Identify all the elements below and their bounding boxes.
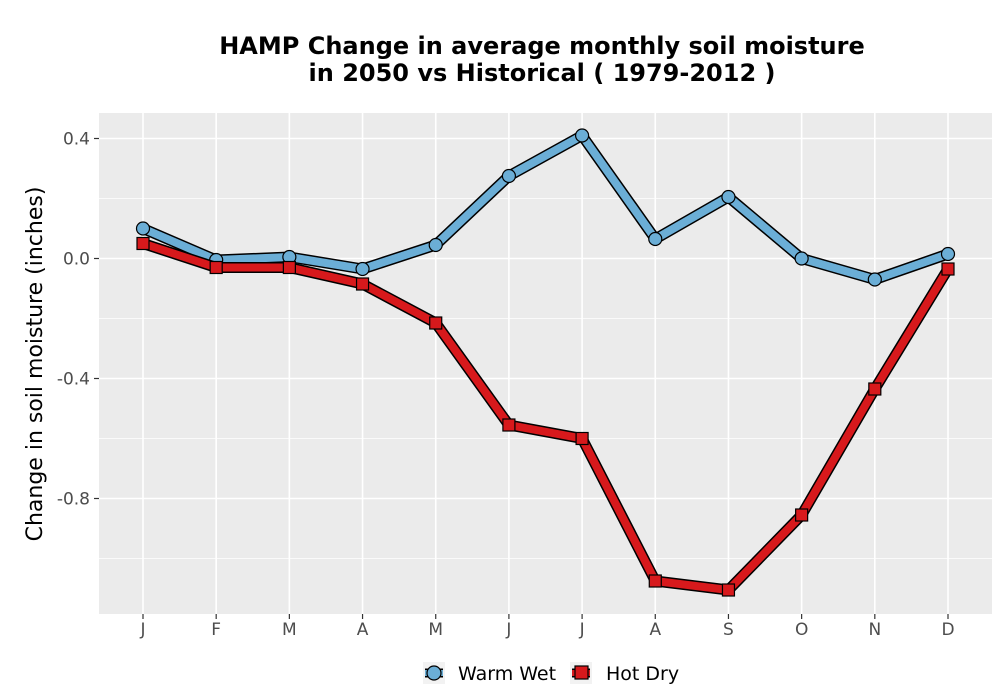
data-point-hot-dry	[795, 508, 809, 522]
x-tick-label: A	[357, 620, 369, 640]
data-point-warm-wet	[574, 128, 590, 143]
legend-marker-hot-dry	[574, 665, 589, 680]
data-point-hot-dry	[941, 262, 955, 276]
y-tick-label: 0.4	[63, 130, 90, 150]
legend-item-warm-wet: Warm Wet	[423, 662, 556, 685]
plot-panel	[99, 113, 992, 614]
data-point-warm-wet	[940, 246, 956, 262]
data-point-hot-dry	[209, 260, 223, 275]
series-layer	[135, 128, 956, 597]
y-axis: 0.4 0.0 -0.4 -0.8	[57, 130, 99, 510]
legend-label-hot-dry: Hot Dry	[606, 663, 679, 685]
data-point-hot-dry	[355, 277, 370, 291]
series-warm-wet	[135, 128, 956, 287]
x-tick-label: S	[723, 620, 734, 640]
x-tick-label: M	[282, 620, 297, 640]
data-point-warm-wet	[355, 261, 370, 277]
major-gridlines	[99, 113, 992, 614]
x-tick-label: J	[505, 620, 511, 640]
x-tick-label: J	[579, 620, 585, 640]
y-axis-title: Change in soil moisture (inches)	[23, 187, 48, 542]
y-tick-label: -0.8	[57, 490, 90, 510]
x-tick-label: N	[868, 620, 881, 640]
data-point-hot-dry	[868, 382, 882, 396]
data-point-hot-dry	[502, 418, 516, 432]
legend-item-hot-dry: Hot Dry	[570, 662, 679, 685]
data-point-hot-dry	[721, 583, 736, 597]
series-hot-dry	[136, 236, 955, 597]
legend-marker-warm-wet	[426, 665, 442, 681]
data-point-warm-wet	[867, 272, 882, 287]
x-tick-label: O	[795, 620, 808, 640]
series-line-warm-wet	[141, 131, 950, 284]
data-point-hot-dry	[648, 574, 662, 588]
data-point-hot-dry	[429, 316, 443, 330]
data-point-warm-wet	[721, 189, 736, 205]
x-tick-label: F	[211, 620, 221, 640]
data-point-warm-wet	[794, 251, 809, 266]
data-point-hot-dry	[575, 431, 589, 446]
data-point-hot-dry	[282, 260, 296, 275]
y-tick-label: 0.0	[63, 250, 90, 270]
data-point-warm-wet	[501, 168, 517, 184]
data-point-warm-wet	[428, 237, 443, 253]
x-tick-label: D	[941, 620, 954, 640]
data-point-warm-wet	[135, 221, 151, 236]
x-tick-label: J	[139, 620, 145, 640]
data-point-hot-dry	[136, 236, 150, 251]
legend: Warm Wet Hot Dry	[423, 662, 679, 685]
data-point-warm-wet	[648, 231, 663, 247]
chart-title-line-1: HAMP Change in average monthly soil mois…	[219, 32, 865, 60]
x-tick-label: M	[428, 620, 443, 640]
y-tick-label: -0.4	[57, 370, 90, 390]
series-line-hot-dry	[141, 239, 952, 594]
x-tick-label: A	[649, 620, 661, 640]
minor-gridlines	[99, 198, 992, 559]
chart-title-line-2: in 2050 vs Historical ( 1979-2012 )	[309, 59, 776, 87]
legend-label-warm-wet: Warm Wet	[458, 663, 556, 685]
